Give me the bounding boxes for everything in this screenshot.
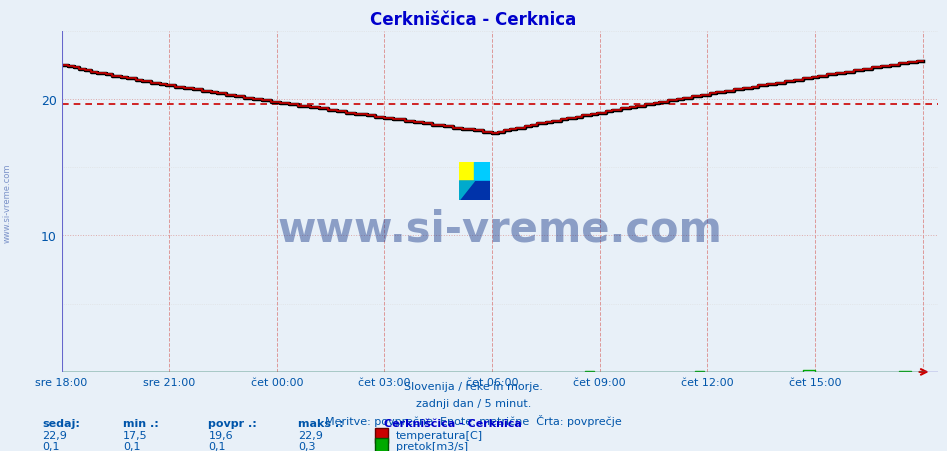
Text: min .:: min .: [123, 418, 159, 428]
Bar [474, 162, 490, 181]
Text: maks .:: maks .: [298, 418, 344, 428]
Text: Meritve: povprečne  Enote: metrične  Črta: povprečje: Meritve: povprečne Enote: metrične Črta:… [325, 414, 622, 426]
Text: 0,1: 0,1 [208, 441, 225, 451]
Text: 22,9: 22,9 [298, 430, 323, 440]
Text: 0,1: 0,1 [43, 441, 60, 451]
Text: www.si-vreme.com: www.si-vreme.com [277, 208, 722, 250]
Text: 22,9: 22,9 [43, 430, 67, 440]
Text: Slovenija / reke in morje.: Slovenija / reke in morje. [404, 381, 543, 391]
Text: 17,5: 17,5 [123, 430, 148, 440]
Bar [459, 162, 474, 181]
Text: www.si-vreme.com: www.si-vreme.com [3, 163, 12, 243]
Text: 19,6: 19,6 [208, 430, 233, 440]
Text: temperatura[C]: temperatura[C] [396, 430, 483, 440]
Polygon shape [459, 181, 490, 201]
Text: sedaj:: sedaj: [43, 418, 80, 428]
Polygon shape [459, 181, 474, 201]
Text: zadnji dan / 5 minut.: zadnji dan / 5 minut. [416, 398, 531, 408]
Text: 0,1: 0,1 [123, 441, 140, 451]
Text: Cerkniščica - Cerknica: Cerkniščica - Cerknica [370, 11, 577, 29]
Text: Cerkniščica - Cerknica: Cerkniščica - Cerknica [384, 418, 522, 428]
Text: 0,3: 0,3 [298, 441, 315, 451]
Text: povpr .:: povpr .: [208, 418, 257, 428]
Text: pretok[m3/s]: pretok[m3/s] [396, 441, 468, 451]
